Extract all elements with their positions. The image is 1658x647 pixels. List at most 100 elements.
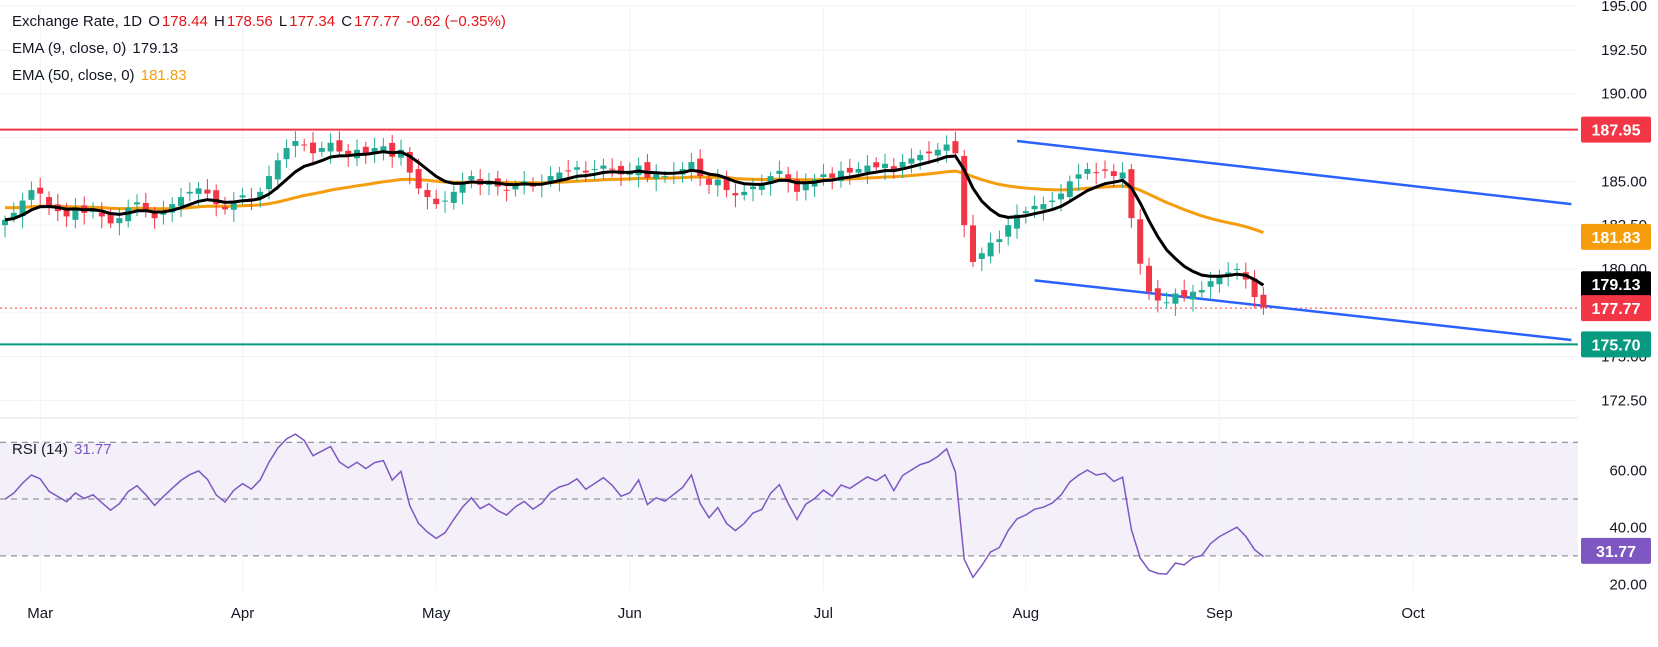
price-tag <box>1581 116 1651 143</box>
time-tick-label: Jun <box>618 605 642 622</box>
candle-body <box>591 169 598 171</box>
candle-body <box>327 142 334 152</box>
open-label: O <box>148 13 160 30</box>
candle-body <box>1234 268 1240 270</box>
candle-body <box>336 140 343 152</box>
candle-body <box>107 213 114 224</box>
rsi-tag <box>1581 537 1651 564</box>
candle-body <box>644 162 651 178</box>
close-value: 177.77 <box>354 13 401 30</box>
candle-body <box>424 189 431 198</box>
candle-body <box>2 219 8 226</box>
candle-body <box>899 162 906 168</box>
candle-body <box>996 239 1003 243</box>
ema50-path <box>4 169 1264 234</box>
candle-body <box>1110 171 1117 177</box>
time-tick-label: Sep <box>1206 605 1233 622</box>
rsi-tick-label: 60.00 <box>1609 463 1647 480</box>
candle-body <box>63 209 70 217</box>
candle-body <box>1049 200 1056 203</box>
support-resistance-lines <box>0 128 1578 346</box>
candle-body <box>582 170 589 173</box>
candle-body <box>1137 219 1144 264</box>
ema9-label: EMA (9, close, 0) <box>12 40 127 57</box>
candle-body <box>565 170 572 172</box>
candle-body <box>1031 205 1038 210</box>
candle-body <box>1005 225 1012 237</box>
candle-body <box>917 155 924 161</box>
candle-body <box>1207 281 1214 287</box>
candle-body <box>503 189 510 191</box>
candle-body <box>697 158 704 177</box>
candle-body <box>1198 290 1205 293</box>
candle-body <box>926 151 932 154</box>
candle-body <box>706 178 712 185</box>
candle-body <box>345 150 352 156</box>
candle-body <box>890 166 897 171</box>
candle-body <box>204 189 211 194</box>
candle-body <box>855 169 862 173</box>
candle-body <box>978 253 985 259</box>
candle-body <box>829 173 836 178</box>
candle-body <box>794 179 800 192</box>
high-value: 178.56 <box>226 13 273 30</box>
candle-body <box>37 187 44 194</box>
high-label: H <box>213 13 225 30</box>
candle-body <box>239 195 246 198</box>
rsi-legend: RSI (14) 31.77 <box>12 441 114 458</box>
time-axis: Mar Apr May Jun Jul Aug Sep Oct <box>27 605 1425 622</box>
candle-body <box>750 186 756 190</box>
ema50-label: EMA (50, close, 0) <box>12 67 135 84</box>
price-tag <box>1581 331 1651 358</box>
candle-body <box>741 191 748 196</box>
time-tick-label: Apr <box>231 605 254 622</box>
ema50-line <box>4 169 1264 234</box>
candle-body <box>952 141 959 154</box>
candle-body <box>547 176 554 182</box>
candle-body <box>732 193 739 196</box>
candle-body <box>723 176 730 191</box>
ema9-legend: EMA (9, close, 0) 179.13 <box>12 40 180 57</box>
candle-body <box>28 190 35 200</box>
candle-body <box>521 181 528 183</box>
candle-body <box>134 202 140 205</box>
candle-body <box>178 197 184 207</box>
candle-body <box>195 188 202 194</box>
candle-body <box>785 174 792 182</box>
candle-body <box>266 176 272 190</box>
candle-body <box>301 144 308 146</box>
candle-body <box>151 211 158 219</box>
candle-body <box>292 140 299 146</box>
candle-body <box>310 142 316 154</box>
channel-upper-line <box>1016 139 1572 206</box>
candle-body <box>767 176 774 184</box>
price-tag-label: 179.13 <box>1592 277 1641 294</box>
price-tick-label: 192.50 <box>1601 42 1647 59</box>
candle-body <box>512 184 519 190</box>
candle-body <box>609 168 616 170</box>
candle-body <box>283 148 290 160</box>
candle-body <box>943 144 950 151</box>
candle-body <box>1075 174 1082 179</box>
candle-body <box>1014 214 1020 229</box>
symbol-label: Exchange Rate, 1D <box>12 13 143 30</box>
candle-body <box>688 162 695 171</box>
candle-body <box>1093 172 1100 174</box>
candle-body <box>442 200 448 202</box>
candle-body <box>389 142 396 157</box>
candle-body <box>908 158 915 164</box>
candle-body <box>1040 204 1047 210</box>
candle-body <box>556 172 563 180</box>
price-tags: 187.95 181.83 179.13 177.77 175.70 31.77 <box>1581 116 1651 564</box>
rsi-path <box>4 433 1264 579</box>
candle-body <box>961 156 968 226</box>
price-tag-label: 181.83 <box>1592 230 1641 247</box>
price-tag <box>1581 223 1651 250</box>
candle-body <box>169 204 176 213</box>
candle-body <box>1251 278 1258 298</box>
candle-body <box>1119 172 1126 179</box>
candle-body <box>1066 181 1073 197</box>
price-tag-label: 175.70 <box>1592 337 1641 354</box>
candle-body <box>274 160 281 180</box>
